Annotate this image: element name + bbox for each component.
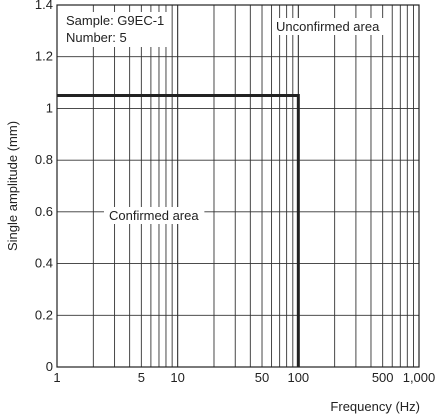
number-label: Number: 5: [66, 30, 127, 45]
plot-frame: [56, 4, 420, 368]
y-tick-label: 1.2: [35, 49, 53, 64]
x-tick-label: 10: [170, 370, 184, 385]
x-tick-label: 5: [138, 370, 145, 385]
y-tick-label: 1.4: [35, 0, 53, 12]
x-tick-label: 1,000: [403, 370, 435, 385]
sample-label: Sample: G9EC-1: [66, 13, 164, 28]
x-tick-label: 100: [287, 370, 309, 385]
confirmed-area-label: Confirmed area: [109, 208, 199, 223]
sample-note-background: [63, 12, 168, 47]
confirmed-label-background: [104, 207, 205, 224]
data-layer: [57, 94, 300, 367]
x-tick-label: 500: [372, 370, 394, 385]
x-axis-title: Frequency (Hz): [330, 399, 420, 414]
x-tick-label: 1: [53, 370, 60, 385]
y-tick-label: 0.8: [35, 152, 53, 167]
y-tick-label: 0.4: [35, 256, 53, 271]
unconfirmed-label-background: [272, 18, 385, 35]
y-tick-label: 0: [46, 359, 53, 374]
boundary-line: [57, 94, 300, 367]
x-tick-label: 50: [255, 370, 269, 385]
y-tick-label: 0.2: [35, 307, 53, 322]
tick-labels: 1 5 10 50 100 500 1,000 0 0.2 0.4 0.6 0.8 1 1.2 1.4: [35, 0, 435, 385]
unconfirmed-area-label: Unconfirmed area: [276, 19, 380, 34]
y-axis-title: Single amplitude (mm): [5, 121, 20, 251]
y-tick-label: 1: [46, 100, 53, 115]
y-tick-label: 0.6: [35, 204, 53, 219]
grid: [56, 5, 420, 367]
